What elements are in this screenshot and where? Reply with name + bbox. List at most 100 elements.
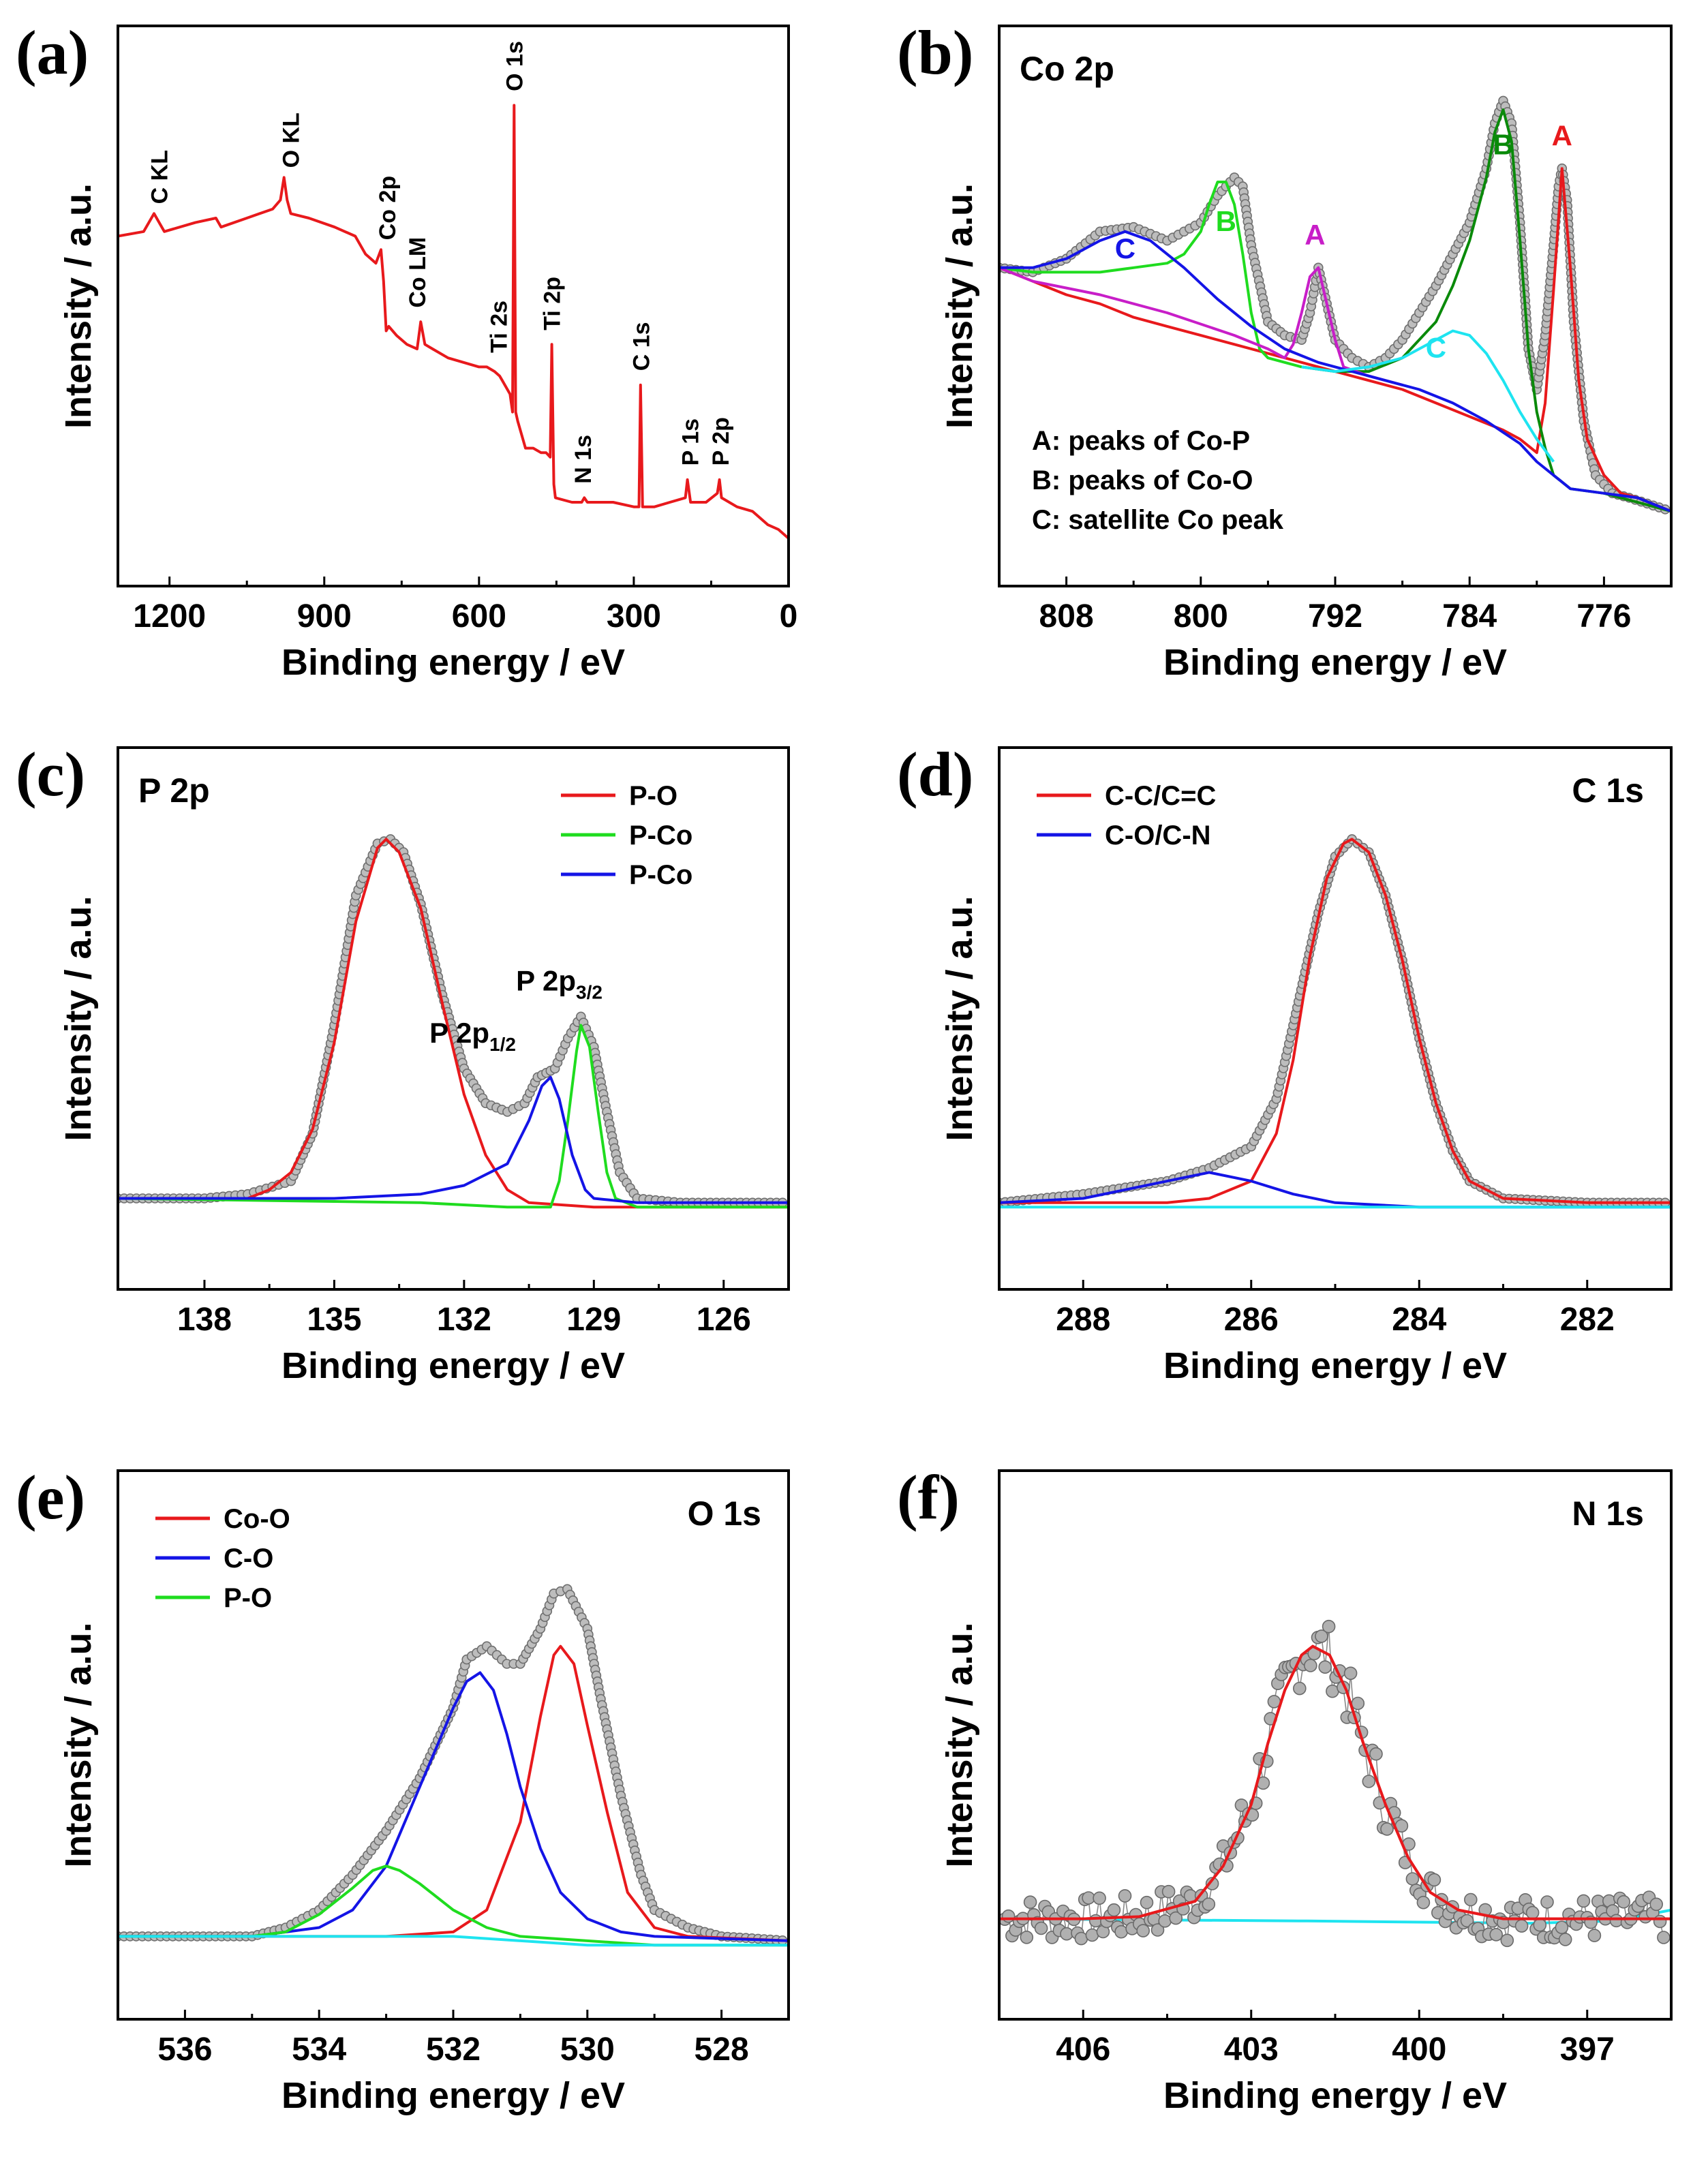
panel-b: 808 800 792 784 776 Binding energy / eV Intens… (897, 18, 1673, 683)
data-marker (1514, 1919, 1529, 1933)
data-marker (1114, 1925, 1128, 1939)
x-tick-label: 530 (560, 2032, 615, 2068)
data-marker (1318, 1660, 1332, 1674)
data-marker (1558, 1933, 1572, 1946)
legend-label: Co-O (224, 1504, 290, 1534)
data-marker (1609, 1914, 1623, 1928)
note-text: B: peaks of Co-O (1032, 465, 1253, 495)
data-marker (1034, 1921, 1048, 1935)
peak-label-subscript: 3/2 (576, 982, 603, 1003)
x-tick-label: 129 (566, 1302, 621, 1338)
y-axis-label: Intensity / a.u. (939, 895, 980, 1141)
peak-letter-label: B (1493, 129, 1513, 161)
peak-label-subscript: 1/2 (489, 1034, 516, 1055)
x-tick-label: 0 (780, 598, 798, 634)
legend-label: C-C/C=C (1105, 781, 1216, 811)
data-marker (1405, 1872, 1420, 1886)
panel-e: 536 534 532 530 528 Binding energy / eV Intens… (16, 1462, 790, 2116)
series-survey (118, 104, 789, 540)
panel-letter: (f) (897, 1462, 960, 1532)
x-tick-label: 776 (1576, 598, 1631, 634)
x-tick-label: 138 (177, 1302, 232, 1338)
series-p-o (118, 1865, 789, 1947)
data-marker (1362, 1775, 1376, 1788)
x-tick-label: 135 (307, 1302, 361, 1338)
panel-title: Co 2p (1020, 50, 1114, 88)
data-marker (1140, 1895, 1154, 1910)
panel-letter: (d) (897, 739, 973, 809)
series-co-o (118, 1644, 789, 1942)
series-p-co-blue (118, 1075, 789, 1204)
data-marker (1416, 1895, 1431, 1910)
plot-area (118, 834, 789, 1209)
legend-label: C-O (224, 1544, 273, 1574)
data-marker (1653, 1914, 1667, 1929)
series-c2 (1301, 329, 1555, 463)
panel-letter: (e) (16, 1462, 85, 1532)
x-tick-label: 286 (1224, 1302, 1279, 1338)
peak-label: P 2p3/2 (516, 965, 603, 1003)
data-marker (1202, 1897, 1216, 1911)
peak-label: P 1s (677, 418, 703, 465)
data-marker (1158, 1914, 1172, 1928)
data-marker (1169, 1911, 1183, 1925)
x-tick-label: 126 (697, 1302, 751, 1338)
data-marker (1500, 1933, 1514, 1948)
panel-letter: (a) (16, 18, 89, 87)
series-data-line (118, 1588, 789, 1942)
legend-label: P-Co (629, 860, 692, 890)
data-marker (1351, 1696, 1365, 1711)
peak-label: N 1s (570, 435, 596, 484)
data-marker (1304, 1659, 1317, 1672)
data-marker (1369, 1747, 1383, 1761)
x-axis-label: Binding energy / eV (281, 642, 625, 683)
panel-title: N 1s (1572, 1495, 1644, 1533)
x-tick-label: 282 (1560, 1302, 1615, 1338)
data-marker (1322, 1619, 1336, 1634)
x-tick-label: 534 (292, 2032, 346, 2068)
legend-label: P-Co (629, 821, 692, 850)
data-marker (1136, 1924, 1150, 1937)
plot-area (999, 834, 1671, 1209)
data-marker (1088, 1914, 1103, 1928)
x-tick-label: 528 (695, 2032, 749, 2068)
data-marker (1107, 1903, 1121, 1917)
data-marker (1555, 1920, 1569, 1934)
data-marker (1161, 1884, 1176, 1899)
panel-letter: (b) (897, 18, 973, 87)
peak-label: Ti 2p (540, 277, 566, 331)
x-tick-label: 808 (1039, 598, 1094, 634)
plot-area (999, 95, 1671, 515)
data-marker (1343, 1666, 1358, 1681)
plot-area (999, 1619, 1671, 1948)
peak-letter-label: A (1305, 219, 1325, 251)
data-marker (1380, 1822, 1394, 1836)
note-text: A: peaks of Co-P (1032, 426, 1250, 456)
panel-title: C 1s (1572, 771, 1644, 810)
data-marker (1489, 1928, 1503, 1942)
series-baseline (118, 1935, 789, 1947)
y-axis-label: Intensity / a.u. (939, 183, 980, 429)
data-marker (1234, 1798, 1249, 1812)
peak-letter-label: C (1115, 232, 1135, 264)
series-a2 (999, 266, 1403, 386)
data-marker (1020, 1931, 1034, 1944)
data-marker (1023, 1895, 1037, 1909)
x-tick-label: 284 (1392, 1302, 1446, 1338)
x-axis-label: Binding energy / eV (1163, 642, 1507, 683)
legend-label: P-O (629, 781, 677, 811)
y-axis-label: Intensity / a.u. (58, 183, 99, 429)
x-tick-label: 400 (1392, 2032, 1446, 2068)
peak-label: Co 2p (375, 176, 401, 240)
series-b2 (1301, 108, 1671, 513)
panel-title: O 1s (688, 1495, 761, 1533)
x-axis-label: Binding energy / eV (281, 1345, 625, 1386)
series-c-o-c-n (999, 1171, 1671, 1209)
x-tick-label: 403 (1224, 2032, 1279, 2068)
panel-a: 1200 900 600 300 0 Binding energy / eV Intensi… (16, 18, 797, 683)
x-tick-label: 397 (1560, 2032, 1615, 2068)
data-marker (1576, 1894, 1591, 1908)
plot-area (118, 1584, 789, 1947)
x-tick-label: 288 (1056, 1302, 1110, 1338)
data-marker (1525, 1905, 1540, 1920)
